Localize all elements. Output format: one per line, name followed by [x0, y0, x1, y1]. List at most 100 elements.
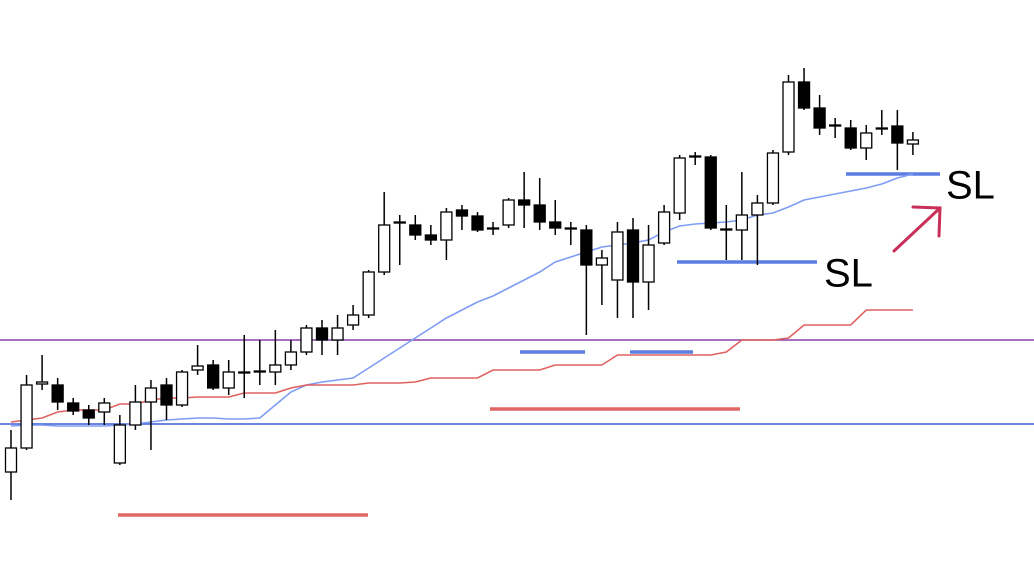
- candle-body: [98, 402, 111, 413]
- candle: [813, 95, 826, 135]
- candle: [875, 110, 888, 135]
- candle-body: [626, 229, 640, 283]
- candle: [300, 325, 313, 355]
- candle: [704, 155, 717, 230]
- candle-body: [875, 127, 888, 130]
- candle-body: [346, 314, 360, 326]
- candle: [222, 360, 235, 395]
- candle: [51, 378, 64, 410]
- candle: [160, 378, 173, 420]
- candle-body: [766, 152, 780, 204]
- candle: [626, 218, 640, 318]
- arrow: [892, 205, 942, 253]
- candle-body: [67, 402, 80, 412]
- candle-body: [284, 351, 298, 366]
- candle-body: [82, 409, 95, 419]
- candle: [144, 380, 158, 450]
- candle-body: [362, 271, 375, 316]
- candle: [35, 355, 49, 390]
- candle: [518, 172, 531, 228]
- candle: [113, 415, 126, 465]
- candle-body: [20, 384, 33, 449]
- candle-body: [751, 202, 764, 216]
- candle-body: [440, 211, 453, 241]
- candle-body: [906, 139, 920, 145]
- candle-body: [549, 221, 562, 229]
- candle-body: [393, 221, 406, 224]
- candle: [4, 430, 18, 500]
- candle: [595, 250, 609, 305]
- candle: [611, 222, 624, 318]
- candle: [455, 205, 469, 230]
- candle-body: [860, 132, 873, 149]
- candle-body: [673, 157, 686, 214]
- candle-body: [269, 364, 282, 373]
- candle-body: [300, 327, 313, 353]
- arrow-head: [911, 205, 942, 238]
- candle-body: [4, 447, 18, 473]
- candle: [844, 120, 857, 150]
- candle: [471, 212, 484, 232]
- candle: [689, 152, 702, 165]
- candle: [735, 172, 748, 260]
- candle: [315, 320, 329, 355]
- candle-body: [222, 371, 235, 389]
- candle: [424, 225, 438, 245]
- candle: [409, 215, 422, 240]
- candle-body: [113, 424, 126, 464]
- candle-body: [486, 227, 500, 230]
- candle-body: [455, 209, 469, 217]
- candle: [766, 150, 780, 205]
- candle: [502, 198, 515, 228]
- annotation: SL: [824, 252, 873, 296]
- candle: [486, 222, 500, 235]
- candle: [720, 205, 733, 260]
- candle-body: [471, 215, 484, 231]
- candle-body: [129, 401, 142, 426]
- candle: [331, 315, 344, 355]
- candle: [642, 225, 655, 310]
- candle: [782, 75, 795, 155]
- candle: [238, 335, 251, 398]
- candle-body: [642, 244, 655, 283]
- annotation: SL: [946, 164, 995, 208]
- candle-body: [191, 365, 204, 371]
- candle-body: [35, 381, 49, 385]
- candle: [378, 192, 391, 275]
- candle-body: [580, 229, 593, 266]
- candle-body: [331, 327, 344, 341]
- indicator-line: [10, 309, 913, 423]
- candle-body: [160, 384, 173, 406]
- candle-body: [782, 81, 795, 153]
- candle-body: [813, 107, 826, 129]
- candle: [346, 305, 360, 330]
- candle: [797, 68, 811, 110]
- candle: [564, 222, 577, 245]
- candles: [4, 68, 920, 500]
- candle: [191, 345, 204, 375]
- candle-body: [611, 231, 624, 281]
- candle-body: [564, 227, 577, 230]
- candle-body: [175, 371, 189, 406]
- candle: [580, 225, 593, 335]
- candle: [657, 205, 671, 245]
- candle-body: [144, 387, 158, 403]
- candle-body: [797, 81, 811, 109]
- candle-body: [51, 384, 64, 403]
- candle-body: [206, 364, 220, 389]
- candle-body: [891, 125, 904, 144]
- candle-body: [518, 199, 531, 206]
- candle: [860, 125, 873, 160]
- candle-body: [704, 156, 717, 229]
- candle-body: [657, 211, 671, 244]
- candle: [673, 155, 686, 220]
- candle-body: [735, 214, 748, 231]
- candle-body: [502, 199, 515, 226]
- candle-body: [829, 124, 842, 127]
- candle: [82, 405, 95, 425]
- candle-body: [689, 155, 702, 158]
- candle-body: [253, 370, 266, 373]
- candle-body: [378, 224, 391, 273]
- candle: [440, 208, 453, 260]
